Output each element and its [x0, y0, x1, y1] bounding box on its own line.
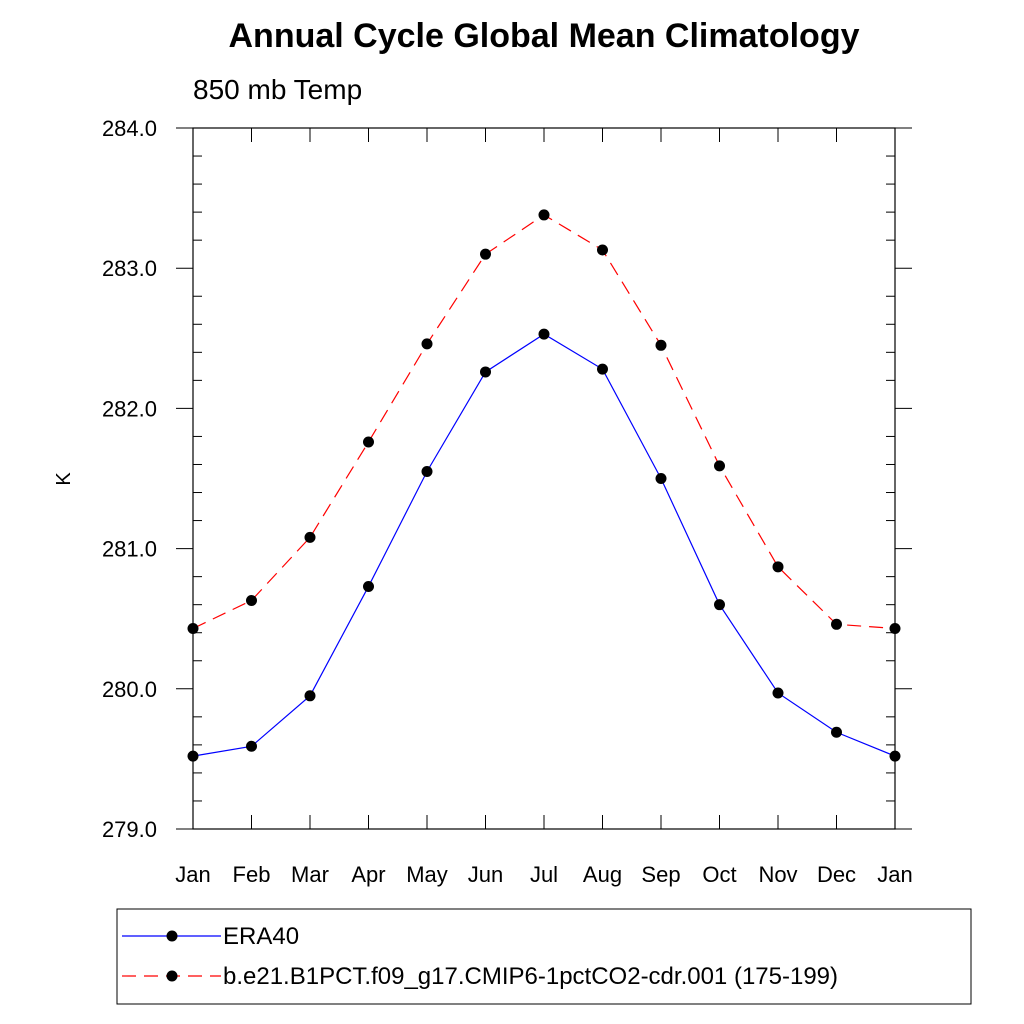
x-tick-label: Nov [758, 862, 797, 887]
legend-marker-1 [166, 970, 178, 982]
series-point-1 [187, 623, 199, 635]
x-tick-label: Feb [233, 862, 271, 887]
series-point-0 [304, 690, 316, 702]
series-point-0 [772, 687, 784, 699]
x-tick-label: Jan [175, 862, 210, 887]
series-point-1 [831, 618, 842, 630]
series-point-0 [655, 473, 667, 484]
x-tick-label: May [406, 862, 448, 887]
legend-marker-0 [166, 930, 178, 942]
axis-ticks [176, 127, 912, 830]
x-tick-label: Mar [291, 862, 329, 887]
series-point-1 [421, 338, 433, 350]
y-axis-label: K [53, 472, 75, 486]
series-point-1 [246, 594, 257, 606]
x-tick-label: Jul [530, 862, 558, 887]
series-point-0 [889, 750, 901, 762]
x-tick-label: Dec [817, 862, 856, 887]
series-point-0 [597, 363, 608, 375]
tick-labels: Jan Feb Mar Apr May Jun Jul Aug Sep Oct Nov Dec Jan 2… [102, 116, 913, 887]
legend: ERA40 b.e21.B1PCT.f09_g17.CMIP6-1pctCO2-c… [116, 908, 972, 1005]
series-point-0 [714, 599, 725, 611]
y-tick-label: 284.0 [102, 116, 157, 141]
x-tick-label: Apr [351, 862, 385, 887]
series-line-0 [192, 333, 896, 757]
series-layer [187, 209, 901, 762]
plot-frame [192, 127, 896, 830]
legend-label-0: ERA40 [223, 923, 299, 950]
series-point-1 [597, 244, 608, 256]
series-line-1 [192, 214, 896, 630]
series-point-0 [187, 750, 199, 762]
x-tick-label: Aug [583, 862, 622, 887]
series-point-0 [246, 740, 257, 752]
series-point-1 [363, 436, 374, 448]
series-point-0 [421, 465, 433, 477]
legend-label-1: b.e21.B1PCT.f09_g17.CMIP6-1pctCO2-cdr.00… [223, 963, 838, 990]
series-point-1 [480, 248, 491, 260]
legend-entries: ERA40 b.e21.B1PCT.f09_g17.CMIP6-1pctCO2-c… [122, 923, 838, 990]
x-tick-label: Sep [641, 862, 680, 887]
y-tick-label: 282.0 [102, 396, 157, 421]
series-point-0 [363, 580, 374, 592]
y-tick-label: 279.0 [102, 817, 157, 842]
series-point-1 [889, 623, 901, 635]
series-point-1 [304, 531, 316, 543]
series-point-1 [772, 561, 784, 573]
series-point-1 [538, 209, 550, 221]
y-tick-label: 281.0 [102, 537, 157, 562]
series-point-0 [831, 726, 842, 738]
x-tick-label: Jun [468, 862, 503, 887]
series-point-1 [714, 460, 725, 472]
legend-box [116, 908, 972, 1005]
x-tick-label: Jan [877, 862, 912, 887]
series-point-1 [655, 339, 667, 351]
series-point-0 [480, 366, 491, 378]
y-tick-label: 283.0 [102, 256, 157, 281]
chart-subtitle: 850 mb Temp [193, 74, 362, 105]
x-tick-label: Oct [702, 862, 736, 887]
series-point-0 [538, 328, 550, 340]
chart-title: Annual Cycle Global Mean Climatology [229, 17, 860, 55]
y-tick-label: 280.0 [102, 677, 157, 702]
